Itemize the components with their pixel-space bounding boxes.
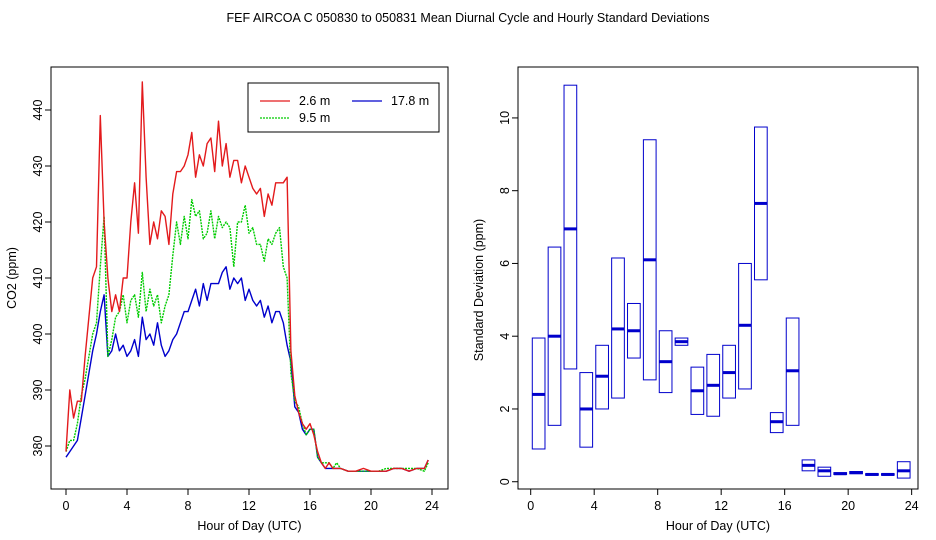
left-x-tick-label: 0 (63, 499, 70, 513)
left-y-tick-label: 410 (31, 268, 45, 289)
left-y-axis: 380 390 400 410 420 430 440 (31, 100, 51, 457)
left-x-tick-label: 12 (242, 499, 256, 513)
right-x-tick-label: 12 (714, 499, 728, 513)
series-line-2-6-m (65, 81, 429, 472)
left-y-axis-label: CO2 (ppm) (5, 247, 19, 309)
left-y-tick-label: 400 (31, 324, 45, 345)
left-x-tick-label: 24 (425, 499, 439, 513)
co2-line-chart: 0 4 8 12 16 20 24 380 390 400 410 420 430 440 Hour o… (5, 66, 449, 533)
left-y-tick-label: 440 (31, 100, 45, 121)
right-y-axis-label: Standard Deviation (ppm) (472, 219, 486, 361)
right-plot-frame (517, 66, 919, 490)
right-x-tick-label: 20 (841, 499, 855, 513)
left-y-tick-label: 380 (31, 436, 45, 457)
left-y-tick-label: 390 (31, 380, 45, 401)
right-x-axis-label: Hour of Day (UTC) (666, 519, 770, 533)
right-x-tick-label: 0 (527, 499, 534, 513)
right-y-tick-label: 10 (498, 111, 512, 125)
right-y-tick-label: 6 (498, 260, 512, 267)
left-x-axis: 0 4 8 12 16 20 24 (63, 489, 439, 513)
right-y-tick-label: 8 (498, 187, 512, 194)
std-box-hour-2 (563, 84, 578, 370)
left-x-tick-label: 4 (124, 499, 131, 513)
right-y-tick-label: 0 (498, 478, 512, 485)
legend-label-2-6m: 2.6 m (299, 94, 330, 108)
right-x-tick-label: 8 (654, 499, 661, 513)
right-x-tick-label: 4 (591, 499, 598, 513)
legend-box (247, 82, 440, 133)
left-y-tick-label: 420 (31, 212, 45, 233)
left-x-tick-label: 8 (185, 499, 192, 513)
legend-label-9-5m: 9.5 m (299, 111, 330, 125)
right-y-axis: 0 2 4 6 8 10 (498, 111, 518, 485)
chart-title: FEF AIRCOA C 050830 to 050831 Mean Diurn… (227, 11, 710, 25)
left-x-tick-label: 20 (364, 499, 378, 513)
legend: 2.6 m 9.5 m 17.8 m (247, 82, 440, 133)
right-y-tick-label: 4 (498, 333, 512, 340)
right-x-tick-label: 16 (778, 499, 792, 513)
right-y-tick-label: 2 (498, 405, 512, 412)
left-series-group (65, 81, 429, 472)
right-x-axis: 0 4 8 12 16 20 24 (527, 489, 919, 513)
left-y-tick-label: 430 (31, 156, 45, 177)
left-x-tick-label: 16 (303, 499, 317, 513)
right-box-group (531, 84, 911, 479)
right-x-tick-label: 24 (905, 499, 919, 513)
legend-label-17-8m: 17.8 m (391, 94, 429, 108)
series-line-9-5-m (65, 198, 429, 472)
left-x-axis-label: Hour of Day (UTC) (197, 519, 301, 533)
